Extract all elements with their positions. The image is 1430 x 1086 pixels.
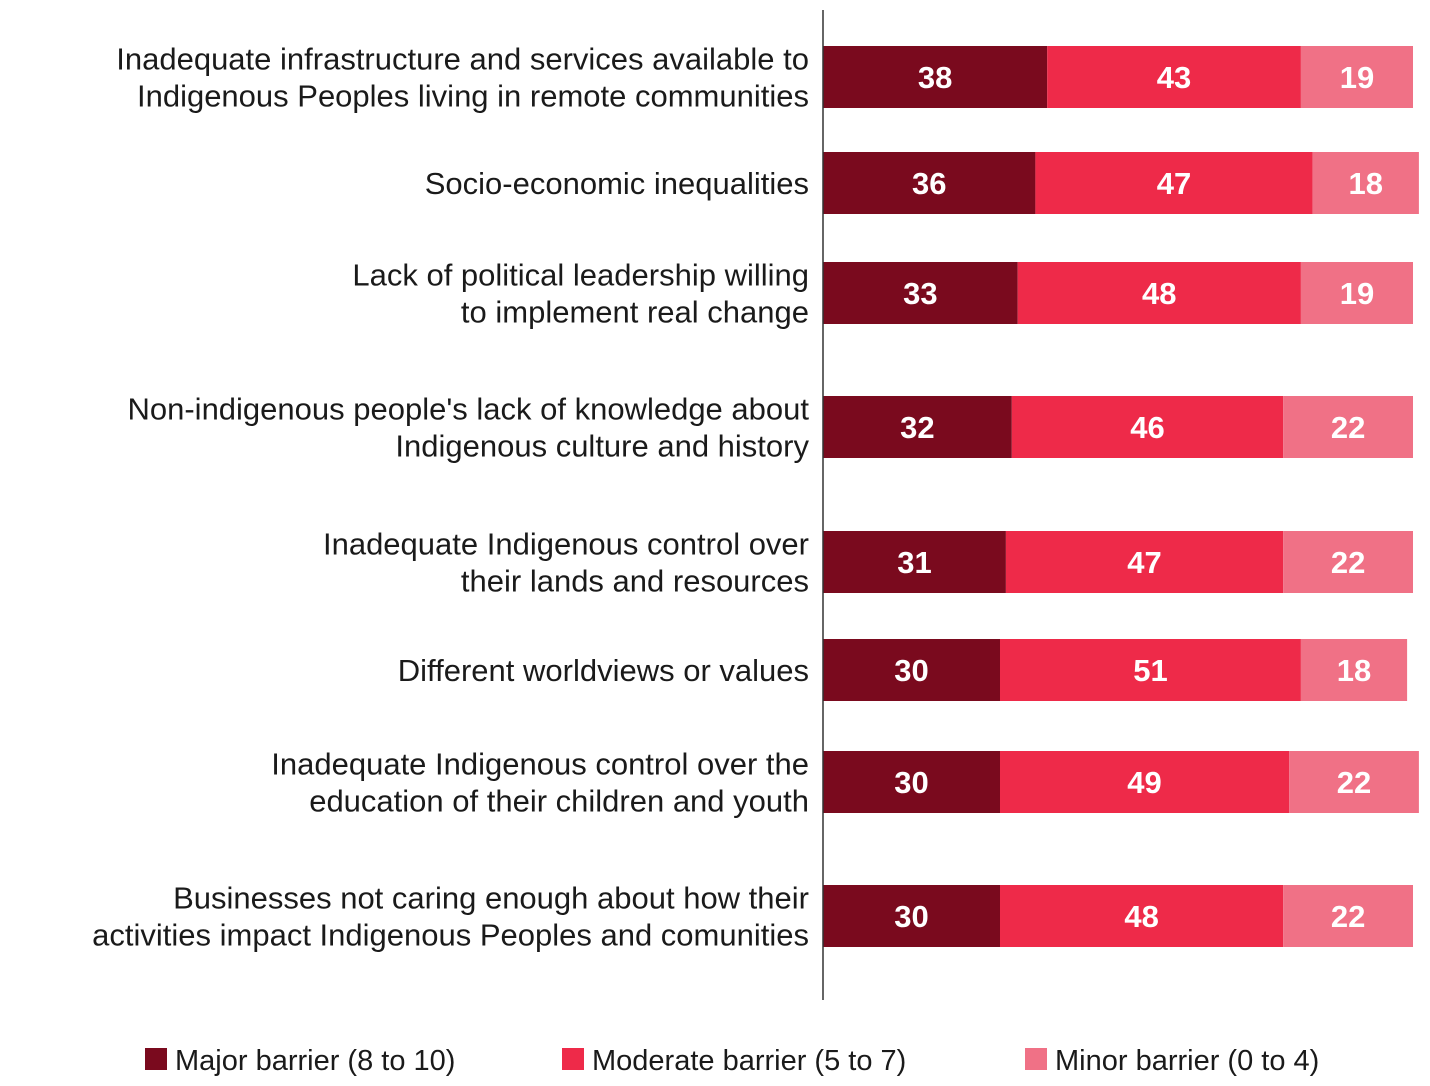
bar-segment-major — [823, 751, 1000, 813]
bar-segment-minor — [1300, 639, 1408, 701]
category-label-line: Indigenous Peoples living in remote comm… — [137, 79, 809, 114]
bar-segment-minor — [1283, 396, 1413, 458]
legend-label: Major barrier (8 to 10) — [175, 1045, 455, 1077]
category-label: Inadequate Indigenous control over the ed… — [271, 747, 809, 819]
category-label-line: Inadequate Indigenous control over — [323, 527, 809, 562]
category-label-line: education of their children and youth — [309, 784, 809, 819]
bar-segment-minor — [1283, 531, 1413, 593]
category-labels-layer: Inadequate infrastructure and services a… — [92, 42, 809, 953]
category-label-line: Socio-economic inequalities — [425, 166, 809, 201]
bar-segment-moderate — [1011, 396, 1284, 458]
data-label: 32 — [900, 410, 934, 445]
data-label: 18 — [1337, 653, 1371, 688]
bar-segment-minor — [1300, 46, 1413, 108]
bar-segment-minor — [1300, 262, 1413, 324]
bar-segment-moderate — [1047, 46, 1301, 108]
data-label: 30 — [894, 653, 928, 688]
category-label-line: Lack of political leadership willing — [352, 258, 809, 293]
bar-segment-moderate — [1005, 531, 1284, 593]
data-label: 38 — [918, 60, 952, 95]
category-label: Lack of political leadership willing to i… — [352, 258, 809, 330]
bar-segment-major — [823, 396, 1012, 458]
data-label: 18 — [1349, 166, 1383, 201]
data-label: 36 — [912, 166, 946, 201]
data-label: 49 — [1127, 765, 1161, 800]
category-label-line: to implement real change — [461, 295, 809, 330]
category-label: Businesses not caring enough about how t… — [92, 881, 809, 953]
bar-segment-moderate — [1000, 639, 1301, 701]
bar-segment-minor — [1312, 152, 1419, 214]
data-label: 47 — [1127, 545, 1161, 580]
bar-segment-moderate — [1000, 885, 1284, 947]
data-label: 19 — [1340, 60, 1374, 95]
data-label: 31 — [897, 545, 931, 580]
category-label-line: Businesses not caring enough about how t… — [173, 881, 809, 916]
data-label: 30 — [894, 899, 928, 934]
category-label: Different worldviews or values — [398, 653, 809, 688]
bar-segment-major — [823, 152, 1036, 214]
category-label: Inadequate infrastructure and services a… — [116, 42, 809, 114]
data-label: 47 — [1157, 166, 1191, 201]
bar-segment-major — [823, 531, 1006, 593]
category-label-line: Inadequate Indigenous control over the — [271, 747, 809, 782]
data-label: 22 — [1331, 899, 1365, 934]
data-label: 22 — [1331, 410, 1365, 445]
data-label: 48 — [1142, 276, 1176, 311]
legend: Major barrier (8 to 10) Moderate barrier … — [145, 1045, 1319, 1077]
bar-segment-moderate — [1000, 751, 1290, 813]
data-label: 48 — [1124, 899, 1158, 934]
category-label: Non-indigenous people's lack of knowledg… — [127, 392, 809, 464]
data-label: 46 — [1130, 410, 1164, 445]
category-label-line: Different worldviews or values — [398, 653, 809, 688]
bar-segment-minor — [1289, 751, 1419, 813]
legend-label: Minor barrier (0 to 4) — [1055, 1045, 1319, 1077]
data-label: 43 — [1157, 60, 1191, 95]
data-label: 30 — [894, 765, 928, 800]
bar-segment-minor — [1283, 885, 1413, 947]
category-label: Inadequate Indigenous control over their … — [323, 527, 809, 599]
bar-segment-major — [823, 46, 1048, 108]
category-label-line: Inadequate infrastructure and services a… — [116, 42, 809, 77]
legend-swatch — [562, 1048, 584, 1070]
legend-swatch — [145, 1048, 167, 1070]
data-label: 22 — [1337, 765, 1371, 800]
bar-segment-moderate — [1035, 152, 1313, 214]
category-label-line: activities impact Indigenous Peoples and… — [92, 918, 809, 953]
data-label: 33 — [903, 276, 937, 311]
category-label: Socio-economic inequalities — [425, 166, 809, 201]
legend-swatch — [1025, 1048, 1047, 1070]
category-label-line: Indigenous culture and history — [395, 429, 809, 464]
data-label: 51 — [1133, 653, 1167, 688]
category-label-line: Non-indigenous people's lack of knowledg… — [127, 392, 809, 427]
data-label: 19 — [1340, 276, 1374, 311]
legend-label: Moderate barrier (5 to 7) — [592, 1045, 906, 1077]
bars-layer: 38 43 19 36 47 18 33 48 19 32 46 22 31 47 22 30 51 18 30 49… — [823, 46, 1419, 947]
bar-segment-moderate — [1017, 262, 1301, 324]
bar-segment-major — [823, 639, 1000, 701]
category-label-line: their lands and resources — [461, 564, 809, 599]
bar-segment-major — [823, 885, 1000, 947]
data-label: 22 — [1331, 545, 1365, 580]
bar-segment-major — [823, 262, 1018, 324]
